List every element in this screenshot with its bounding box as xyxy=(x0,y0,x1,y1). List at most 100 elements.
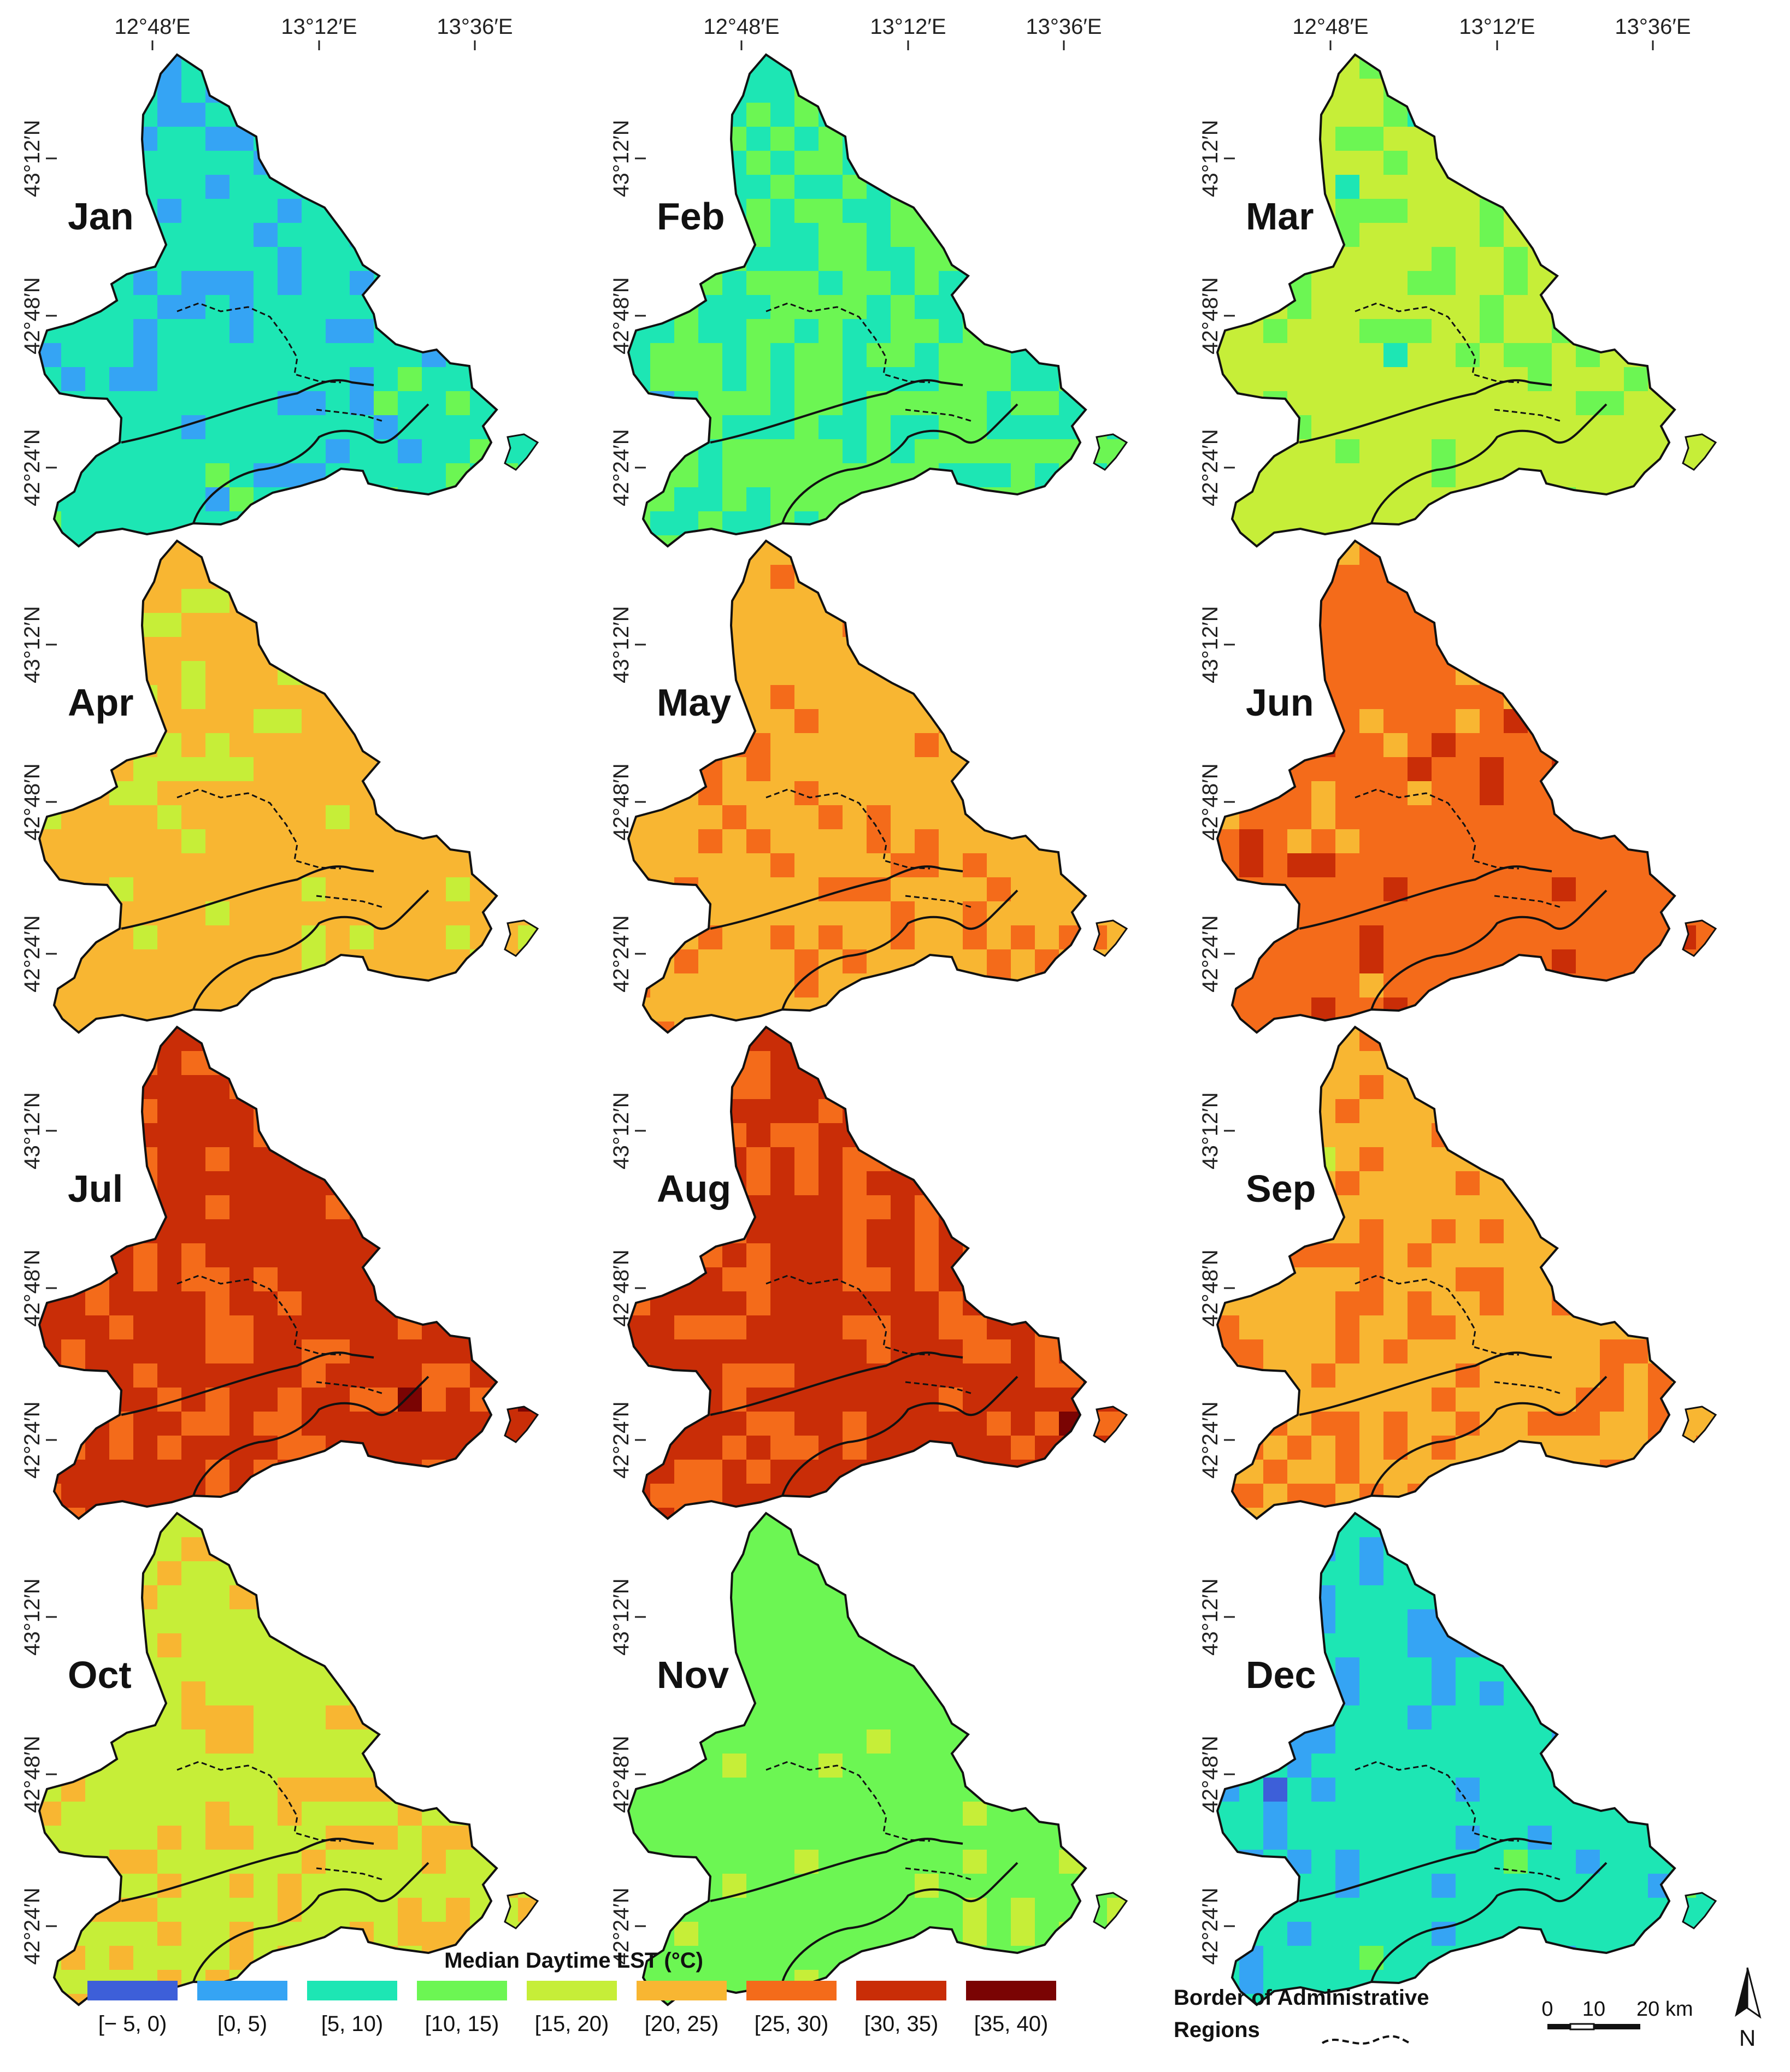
scale-label-mid: 10 xyxy=(1582,1998,1605,2021)
longitude-label: 13°36′E xyxy=(1026,15,1102,39)
border-legend-dashed-line xyxy=(1321,2035,1410,2045)
admin-border-dashed xyxy=(316,1867,385,1881)
latitude-label: 42°24′N xyxy=(20,1887,44,1964)
latitude-label: 43°12′N xyxy=(20,1578,44,1655)
map-panel-mar: Mar 43°12′N 42°48′N 42°24′N xyxy=(1198,53,1717,548)
latitude-label: 42°24′N xyxy=(609,429,633,506)
legend-swatch xyxy=(527,1981,617,2000)
island-outline xyxy=(1682,1892,1717,1929)
lst-raster xyxy=(1217,55,1716,546)
admin-border-dashed xyxy=(1355,1274,1520,1356)
admin-border xyxy=(1370,889,1608,1010)
admin-border-dashed xyxy=(766,1274,931,1356)
admin-border-dashed xyxy=(176,1761,341,1842)
legend-swatch xyxy=(966,1981,1056,2000)
longitude-label: 12°48′E xyxy=(114,15,190,39)
lst-raster xyxy=(1217,1027,1716,1519)
longitude-label: 13°36′E xyxy=(437,15,513,39)
admin-border-dashed xyxy=(176,1274,341,1356)
latitude-label: 43°12′N xyxy=(609,1578,633,1655)
longitude-labels: 12°48′E 13°12′E 13°36′E 12°48′E 13°12′E 13°36… xyxy=(114,15,1691,50)
map-panel-dec: Dec 43°12′N 42°48′N 42°24′N xyxy=(1198,1512,1717,2006)
admin-border-dashed xyxy=(905,409,974,423)
latitude-label: 42°48′N xyxy=(20,1249,44,1326)
admin-border xyxy=(781,1376,1018,1496)
latitude-label: 42°48′N xyxy=(609,1735,633,1813)
lst-raster xyxy=(628,55,1127,546)
latitude-label: 43°12′N xyxy=(20,606,44,683)
month-label: Feb xyxy=(657,195,725,238)
legend-swatch xyxy=(197,1981,287,2000)
admin-border-dashed xyxy=(766,302,931,383)
admin-border-dashed xyxy=(905,895,974,909)
admin-border-dashed xyxy=(1494,895,1563,909)
longitude-label: 12°48′E xyxy=(1292,15,1368,39)
region-outline xyxy=(38,1025,498,1520)
scale-label-end: 20 km xyxy=(1636,1998,1693,2021)
longitude-label: 13°12′E xyxy=(281,15,357,39)
map-panel-apr: Apr 43°12′N 42°48′N 42°24′N xyxy=(20,539,539,1034)
latitude-label: 42°48′N xyxy=(609,277,633,354)
region-outline xyxy=(38,539,498,1034)
admin-border xyxy=(1299,1351,1552,1416)
map-panel-jul: Jul 43°12′N 42°48′N 42°24′N xyxy=(20,1025,539,1520)
admin-border xyxy=(121,379,374,444)
scale-bar: 0 10 20 km xyxy=(1541,1998,1693,2030)
latitude-label: 42°24′N xyxy=(609,1401,633,1478)
map-panel-aug: Aug 43°12′N 42°48′N 42°24′N xyxy=(609,1025,1128,1520)
latitude-label: 42°48′N xyxy=(609,763,633,840)
legend-class-label: [0, 5) xyxy=(217,2012,267,2036)
region-outline xyxy=(1216,53,1676,548)
admin-border xyxy=(1299,379,1552,444)
latitude-label: 42°24′N xyxy=(1198,915,1222,992)
lst-raster xyxy=(39,1027,538,1519)
legend-class-label: [20, 25) xyxy=(645,2012,719,2036)
admin-border-dashed xyxy=(905,1867,974,1881)
legend-swatch xyxy=(307,1981,397,2000)
month-label: Oct xyxy=(68,1654,132,1696)
border-legend: Border of Administrative Regions xyxy=(1174,1986,1429,2045)
island-outline xyxy=(504,433,539,471)
admin-border xyxy=(121,865,374,930)
admin-border xyxy=(192,1862,429,1982)
admin-border xyxy=(192,1376,429,1496)
month-label: Jul xyxy=(68,1167,123,1210)
longitude-label: 12°48′E xyxy=(703,15,779,39)
admin-border xyxy=(781,1862,1018,1982)
legend-swatch xyxy=(637,1981,727,2000)
admin-border xyxy=(121,1838,374,1902)
admin-border xyxy=(192,403,429,524)
scale-bar-segment-3 xyxy=(1594,2024,1640,2029)
map-panels: Jan 43°12′N 42°48′N 42°24′N Feb 43°12′N 42°48′… xyxy=(20,53,1717,2006)
island-outline xyxy=(504,919,539,957)
legend-class-label: [10, 15) xyxy=(425,2012,499,2036)
admin-border xyxy=(710,1351,963,1416)
latitude-label: 42°48′N xyxy=(609,1249,633,1326)
map-panel-feb: Feb 43°12′N 42°48′N 42°24′N xyxy=(609,53,1128,548)
admin-border-dashed xyxy=(766,788,931,870)
admin-border-dashed xyxy=(1494,1381,1563,1395)
latitude-label: 43°12′N xyxy=(1198,606,1222,683)
map-panel-oct: Oct 43°12′N 42°48′N 42°24′N xyxy=(20,1512,539,2006)
lst-legend: Median Daytime LST (°C) [− 5, 0) [0, 5) [5… xyxy=(87,1949,1056,2036)
latitude-label: 42°48′N xyxy=(1198,277,1222,354)
latitude-label: 43°12′N xyxy=(1198,1092,1222,1169)
legend-class-label: [25, 30) xyxy=(755,2012,829,2036)
map-panel-jan: Jan 43°12′N 42°48′N 42°24′N xyxy=(20,53,539,548)
border-legend-line2: Regions xyxy=(1174,2018,1260,2042)
region-outline xyxy=(1216,1025,1676,1520)
legend-swatch xyxy=(87,1981,178,2000)
latitude-label: 42°24′N xyxy=(20,915,44,992)
legend-class-label: [5, 10) xyxy=(321,2012,383,2036)
lst-raster xyxy=(39,1513,538,2005)
month-label: May xyxy=(657,681,731,724)
longitude-label: 13°12′E xyxy=(870,15,946,39)
admin-border xyxy=(710,379,963,444)
island-outline xyxy=(504,1892,539,1929)
month-label: Jun xyxy=(1246,681,1314,724)
region-outline xyxy=(627,539,1087,1034)
island-outline xyxy=(1682,1406,1717,1443)
latitude-label: 42°48′N xyxy=(20,763,44,840)
admin-border-dashed xyxy=(905,1381,974,1395)
